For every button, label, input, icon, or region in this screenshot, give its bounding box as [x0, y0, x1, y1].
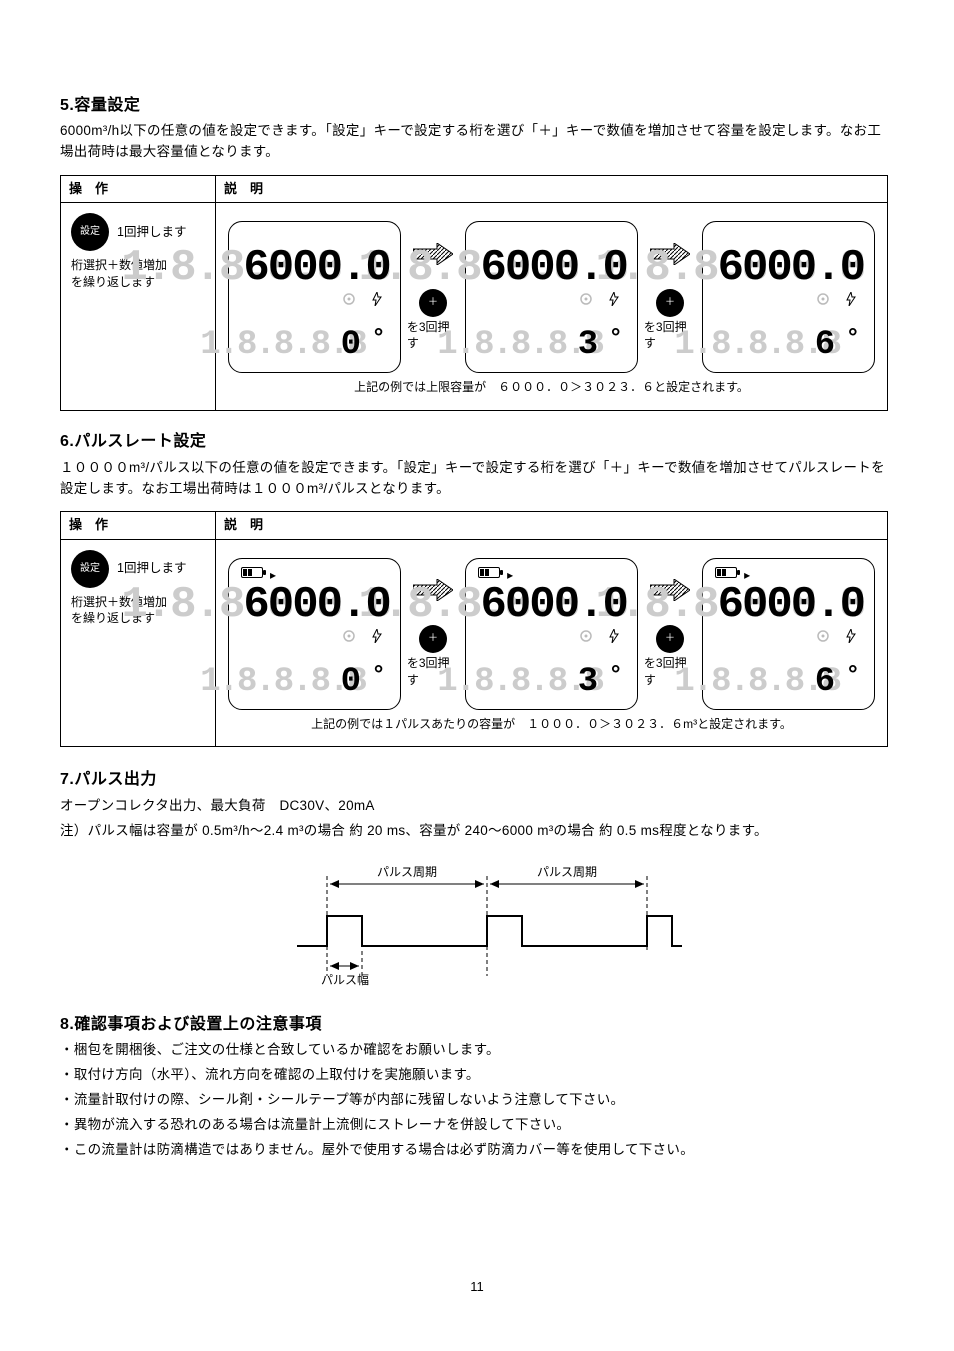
lcd-panel: 1.8.8.8.8.86000.0 1.8.8.8.86 °: [702, 221, 875, 373]
section7-line1: オープンコレクタ出力、最大負荷 DC30V、20mA: [60, 796, 894, 817]
lightning-icon: [607, 629, 621, 643]
section7-line2: 注）パルス幅は容量が 0.5m³/h～2.4 m³の場合 約 20 ms、容量が…: [60, 821, 894, 842]
gear-icon: [579, 292, 597, 306]
section5-title: 5.容量設定: [60, 95, 894, 117]
battery-icon: ▸: [478, 567, 500, 578]
opbox6-hdr-op: 操 作: [61, 512, 216, 539]
width-label: パルス幅: [321, 972, 369, 987]
period-label: パルス周期: [377, 865, 437, 879]
gear-icon: [342, 629, 360, 643]
opbox5-hdr-op: 操 作: [61, 176, 216, 203]
lcd-panel: ▸ 1.8.8.8.8.86000.0 1.8.8.8.83 °: [465, 558, 638, 710]
section5-para: 6000m³/h以下の任意の値を設定できます。「設定」キーで設定する桁を選び「＋…: [60, 121, 894, 163]
lightning-icon: [370, 629, 384, 643]
gear-icon: [342, 292, 360, 306]
section6-para: １００００m³/パルス以下の任意の値を設定できます。「設定」キーで設定する桁を選…: [60, 458, 894, 500]
period-label: パルス周期: [537, 865, 597, 879]
opbox5-caption: 上記の例では上限容量が ６０００．０＞３０２３．６と設定されます。: [228, 379, 875, 396]
set-button[interactable]: 設定: [71, 213, 109, 251]
section8-b3: ・流量計取付けの際、シール剤・シールテープ等が内部に残留しないよう注意して下さい…: [60, 1090, 894, 1111]
page-number: 11: [0, 1278, 954, 1296]
lightning-icon: [607, 292, 621, 306]
set-button[interactable]: 設定: [71, 550, 109, 588]
opbox5-hdr-desc: 説 明: [216, 176, 888, 203]
lightning-icon: [844, 292, 858, 306]
lightning-icon: [844, 629, 858, 643]
gear-icon: [816, 629, 834, 643]
set-button-label: 設定: [71, 225, 109, 239]
opbox6-caption: 上記の例では１パルスあたりの容量が １０００．０＞３０２３．６m³と設定されます…: [228, 716, 875, 733]
lightning-icon: [370, 292, 384, 306]
section8-b1: ・梱包を開梱後、ご注文の仕様と合致しているか確認をお願いします。: [60, 1040, 894, 1061]
lcd-panel: ▸ 1.8.8.8.8.86000.0 1.8.8.8.86 °: [702, 558, 875, 710]
section8-title: 8.確認事項および設置上の注意事項: [60, 1014, 894, 1036]
opbox6-hdr-desc: 説 明: [216, 512, 888, 539]
gear-icon: [579, 629, 597, 643]
lcd-flow-b: ▸ 1.8.8.8.8.86000.0 1.8.8.8.80 °: [228, 558, 875, 710]
lcd-panel: 1.8.8.8.8.86000.0 1.8.8.8.83 °: [465, 221, 638, 373]
battery-icon: ▸: [241, 567, 263, 578]
set-button-label: 設定: [71, 562, 109, 576]
set-press-note: 1回押します: [117, 560, 186, 578]
section8-b5: ・この流量計は防滴構造ではありません。屋外で使用する場合は必ず防滴カバー等を使用…: [60, 1140, 894, 1161]
set-press-note: 1回押します: [117, 224, 186, 242]
section8-b4: ・異物が流入する恐れのある場合は流量計上流側にストレーナを併設して下さい。: [60, 1115, 894, 1136]
section5-opbox: 操 作 説 明 設定 1回押します 桁選択＋数値増加を繰り返します 1.8: [60, 175, 888, 411]
section6-opbox: 操 作 説 明 設定 1回押します 桁選択＋数値増加を繰り返します ▸ 1.: [60, 511, 888, 747]
gear-icon: [816, 292, 834, 306]
pulse-diagram: パルス周期 パルス周期 パルス幅: [267, 856, 687, 996]
section8-b2: ・取付け方向（水平）、流れ方向を確認の上取付けを実施願います。: [60, 1065, 894, 1086]
battery-icon: ▸: [715, 567, 737, 578]
section7-title: 7.パルス出力: [60, 769, 894, 791]
section6-title: 6.パルスレート設定: [60, 431, 894, 453]
lcd-flow-a: 1.8.8.8.8.86000.0 1.8.8.8.80 °: [228, 221, 875, 373]
lcd-panel: ▸ 1.8.8.8.8.86000.0 1.8.8.8.80 °: [228, 558, 401, 710]
lcd-panel: 1.8.8.8.8.86000.0 1.8.8.8.80 °: [228, 221, 401, 373]
